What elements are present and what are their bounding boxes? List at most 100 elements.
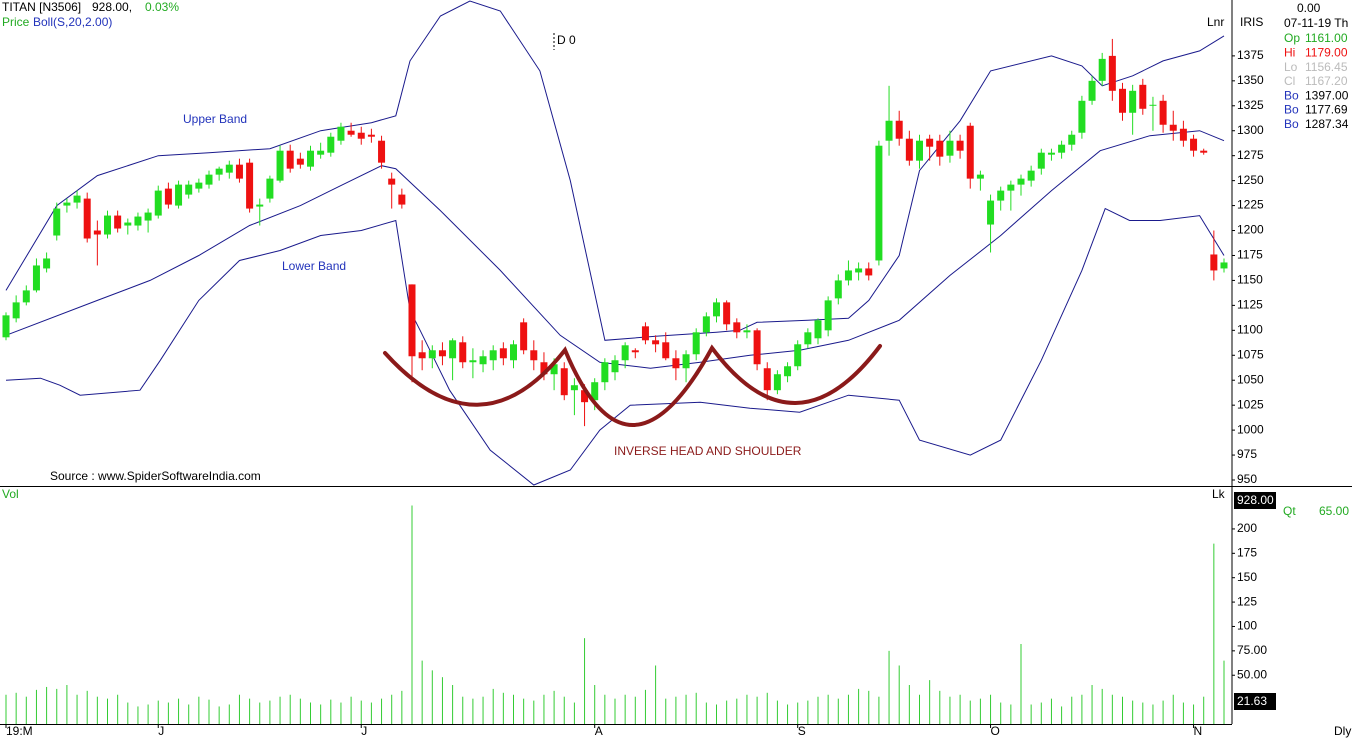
candle-body xyxy=(601,362,609,383)
candle-body xyxy=(93,230,101,235)
last-value: 928.00 xyxy=(1237,493,1274,507)
candle-body xyxy=(824,300,832,331)
candle-body xyxy=(489,350,497,361)
candle-body xyxy=(875,145,883,261)
candle-body xyxy=(773,374,781,391)
info-value: 1167.20 xyxy=(1305,74,1348,88)
symbol: TITAN [N3506] xyxy=(2,0,81,14)
candle-body xyxy=(1037,152,1045,169)
candle-body xyxy=(53,208,61,236)
info-value: 0.00 xyxy=(1297,1,1321,15)
candle-body xyxy=(550,364,558,375)
candle-body xyxy=(844,270,852,281)
y-tick-label: 1000 xyxy=(1237,422,1264,436)
candle-body xyxy=(22,290,30,303)
candle-body xyxy=(1169,124,1177,131)
candle-body xyxy=(469,360,477,363)
candle-body xyxy=(956,140,964,151)
info-date: 07-11-19 Th xyxy=(1284,16,1348,30)
candle-body xyxy=(987,200,995,225)
candle-body xyxy=(905,138,913,161)
candle-body xyxy=(631,350,639,353)
candle-body xyxy=(307,150,314,167)
candle-body xyxy=(885,120,893,141)
candle-body xyxy=(83,198,91,239)
candle-body xyxy=(1088,80,1096,101)
x-tick-label: J xyxy=(361,724,367,738)
candle-body xyxy=(520,322,528,351)
y-tick-label: 100 xyxy=(1237,619,1257,633)
candle-body xyxy=(743,330,751,333)
candle-body xyxy=(834,280,842,299)
x-tick-label: S xyxy=(798,724,806,738)
candle-body xyxy=(408,284,416,357)
pattern-curve xyxy=(383,344,882,427)
candle-body xyxy=(418,352,426,359)
info-label: Op xyxy=(1284,31,1300,45)
candle-body xyxy=(723,302,731,325)
candle-body xyxy=(438,350,446,357)
y-tick-label: 1175 xyxy=(1237,248,1263,262)
candle-body xyxy=(327,136,335,153)
candle-body xyxy=(814,320,822,339)
y-tick-label: 1050 xyxy=(1237,372,1264,386)
candle-body xyxy=(256,204,264,207)
candle-body xyxy=(246,162,254,209)
candle-body xyxy=(398,194,406,205)
volume-title: Vol xyxy=(2,487,19,501)
candle-body xyxy=(367,134,375,137)
candle-body xyxy=(337,126,345,141)
candle-body xyxy=(195,182,203,189)
candle-body xyxy=(154,190,162,216)
cursor-box xyxy=(1234,693,1276,710)
candle-body xyxy=(1220,262,1228,269)
candle-body xyxy=(570,385,578,391)
info-value: 1287.34 xyxy=(1305,117,1349,131)
candle-body xyxy=(713,302,720,317)
candle-body xyxy=(936,140,944,157)
info-label: Bo xyxy=(1284,88,1299,102)
cursor-value: 21.63 xyxy=(1237,694,1267,708)
candle-body xyxy=(1058,144,1066,153)
candle-body xyxy=(1190,138,1198,151)
info-value: 1161.00 xyxy=(1305,31,1348,45)
x-tick-label: O xyxy=(991,724,1000,738)
y-tick-label: 200 xyxy=(1237,521,1257,535)
candle-body xyxy=(1149,104,1157,106)
candle-body xyxy=(1078,100,1086,133)
candle-body xyxy=(926,138,934,147)
candle-body xyxy=(540,362,548,375)
x-tick-label: N xyxy=(1194,724,1203,738)
info-label: Bo xyxy=(1284,117,1299,131)
candle-body xyxy=(652,340,660,345)
candle-body xyxy=(794,344,802,367)
candle-body xyxy=(1179,128,1187,141)
candle-body xyxy=(388,178,396,185)
candle-body xyxy=(225,164,233,173)
tool-name: IRIS xyxy=(1240,15,1263,29)
candle-body xyxy=(1210,254,1218,271)
candle-body xyxy=(1119,88,1126,113)
candle-body xyxy=(317,150,325,155)
candle-body xyxy=(611,360,619,373)
info-value: 1156.45 xyxy=(1305,60,1348,74)
last-price: 928.00, xyxy=(92,0,132,14)
candle-body xyxy=(692,332,700,355)
info-value: 1397.00 xyxy=(1305,88,1349,102)
y-tick-label: 175 xyxy=(1237,545,1257,559)
candle-body xyxy=(560,368,568,396)
info-label: Hi xyxy=(1284,45,1295,59)
candle-body xyxy=(32,265,40,291)
candle-body xyxy=(1068,134,1076,145)
info-label: Bo xyxy=(1284,103,1299,117)
volume-tag: Lk xyxy=(1212,487,1226,501)
candle-body xyxy=(895,120,903,139)
candle-body xyxy=(1108,55,1116,91)
candle-body xyxy=(479,356,487,365)
candle-body xyxy=(175,184,183,206)
candle-body xyxy=(672,358,680,369)
candle-body xyxy=(73,195,81,203)
y-tick-label: 75.00 xyxy=(1237,643,1267,657)
candle-body xyxy=(144,212,152,221)
